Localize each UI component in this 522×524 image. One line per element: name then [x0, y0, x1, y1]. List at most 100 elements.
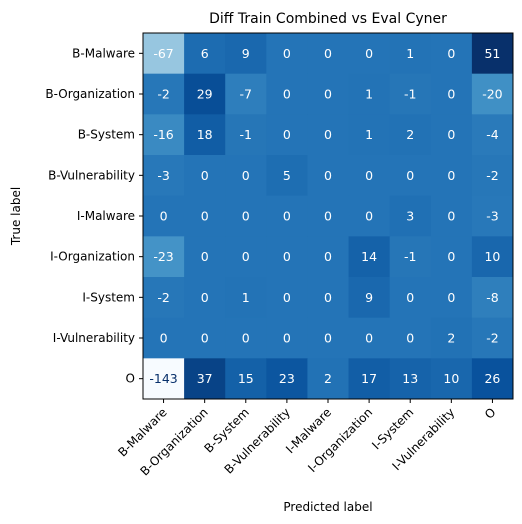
cell-value-label: 0	[447, 209, 455, 224]
heatmap-cell	[389, 317, 432, 359]
heatmap-cell	[266, 155, 308, 197]
cell-value-label: 0	[324, 331, 332, 346]
cell-value-label: -143	[149, 371, 177, 386]
cell-value-label: 0	[283, 46, 291, 61]
cell-value-label: 0	[447, 290, 455, 305]
heatmap-cell	[348, 33, 391, 75]
cell-value-label: 14	[361, 249, 377, 264]
heatmap-cell	[266, 317, 308, 359]
cell-value-label: 0	[242, 168, 250, 183]
cell-value-label: 0	[242, 331, 250, 346]
cell-value-label: -1	[404, 249, 416, 264]
heatmap-cell	[430, 73, 473, 115]
heatmap-cell	[307, 195, 350, 237]
heatmap-cell	[389, 195, 432, 237]
cell-value-label: 2	[447, 331, 455, 346]
cell-value-label: 13	[402, 371, 418, 386]
heatmap-cell	[266, 277, 308, 319]
heatmap-cell	[430, 114, 473, 156]
cell-value-label: 0	[447, 87, 455, 102]
cell-value-label: -3	[157, 168, 169, 183]
heatmap-cell	[143, 155, 185, 197]
cell-value-label: -4	[486, 127, 499, 142]
heatmap-cell	[225, 33, 267, 75]
heatmap-cell	[471, 155, 514, 197]
heatmap-cell	[225, 114, 267, 156]
heatmap-cell	[184, 33, 226, 75]
cell-value-label: -1	[404, 87, 416, 102]
cell-value-label: 2	[324, 371, 332, 386]
heatmap-cell	[348, 277, 391, 319]
y-tick-label: I-Organization	[50, 250, 135, 264]
heatmap-cell	[471, 236, 514, 278]
cell-value-label: 0	[201, 209, 209, 224]
cell-value-label: 9	[242, 46, 250, 61]
heatmap-cell	[389, 277, 432, 319]
cell-value-label: 5	[283, 168, 291, 183]
cell-value-label: 0	[283, 87, 291, 102]
heatmap-cell	[225, 195, 267, 237]
heatmap-cell	[430, 236, 473, 278]
cell-value-label: 51	[484, 46, 500, 61]
cell-value-label: -2	[486, 168, 498, 183]
cell-value-label: -1	[240, 127, 252, 142]
heatmap-cell	[143, 195, 185, 237]
cell-value-label: 0	[365, 331, 373, 346]
heatmap-cell	[184, 155, 226, 197]
y-tick-label: O	[126, 372, 135, 386]
cell-value-label: 1	[242, 290, 250, 305]
heatmap-cells: -67 6 9 0 0 0 1 0 51-2 29 -7 0 0 1 -1 0 -20-16 18 -1 0 0 1 2 0-…	[143, 33, 514, 400]
heatmap-cell	[389, 236, 432, 278]
heatmap-cell	[143, 73, 185, 115]
cell-value-label: 0	[283, 290, 291, 305]
cell-value-label: 0	[324, 209, 332, 224]
cell-value-label: 0	[447, 127, 455, 142]
cell-value-label: 17	[361, 371, 377, 386]
y-tick-label: B-Vulnerability	[48, 168, 135, 182]
y-tick-label: I-Vulnerability	[53, 331, 135, 345]
cell-value-label: 0	[447, 46, 455, 61]
heatmap-cell	[143, 317, 185, 359]
cell-value-label: 0	[242, 249, 250, 264]
cell-value-label: 9	[365, 290, 373, 305]
cell-value-label: 1	[365, 127, 373, 142]
cell-value-label: 0	[283, 331, 291, 346]
cell-value-label: 15	[238, 371, 254, 386]
cell-value-label: -8	[486, 290, 499, 305]
heatmap-cell	[184, 358, 226, 400]
cell-value-label: -16	[153, 127, 173, 142]
cell-value-label: 0	[201, 249, 209, 264]
heatmap-cell	[266, 73, 308, 115]
heatmap-cell	[225, 358, 267, 400]
heatmap-cell	[307, 277, 350, 319]
cell-value-label: 0	[324, 127, 332, 142]
cell-value-label: 0	[447, 249, 455, 264]
heatmap-cell	[266, 33, 308, 75]
cell-value-label: -3	[486, 209, 498, 224]
cell-value-label: 0	[324, 168, 332, 183]
heatmap-cell	[143, 358, 185, 400]
cell-value-label: -2	[486, 331, 498, 346]
heatmap-cell	[184, 73, 226, 115]
cell-value-label: 0	[447, 168, 455, 183]
heatmap-cell	[348, 195, 391, 237]
cell-value-label: 29	[197, 87, 213, 102]
cell-value-label: 23	[279, 371, 295, 386]
cell-value-label: 0	[283, 249, 291, 264]
heatmap-cell	[184, 317, 226, 359]
cell-value-label: 0	[406, 331, 414, 346]
heatmap-cell	[430, 358, 473, 400]
heatmap-cell	[348, 236, 391, 278]
cell-value-label: 0	[283, 127, 291, 142]
cell-value-label: 0	[283, 209, 291, 224]
x-axis-ticks: B-MalwareB-OrganizationB-SystemB-Vulnera…	[115, 399, 499, 478]
cell-value-label: 0	[160, 209, 168, 224]
cell-value-label: 0	[201, 290, 209, 305]
heatmap-cell	[307, 114, 350, 156]
y-tick-label: B-System	[78, 128, 135, 142]
cell-value-label: -7	[240, 87, 252, 102]
cell-value-label: 0	[365, 209, 373, 224]
cell-value-label: 0	[324, 249, 332, 264]
heatmap-cell	[307, 73, 350, 115]
